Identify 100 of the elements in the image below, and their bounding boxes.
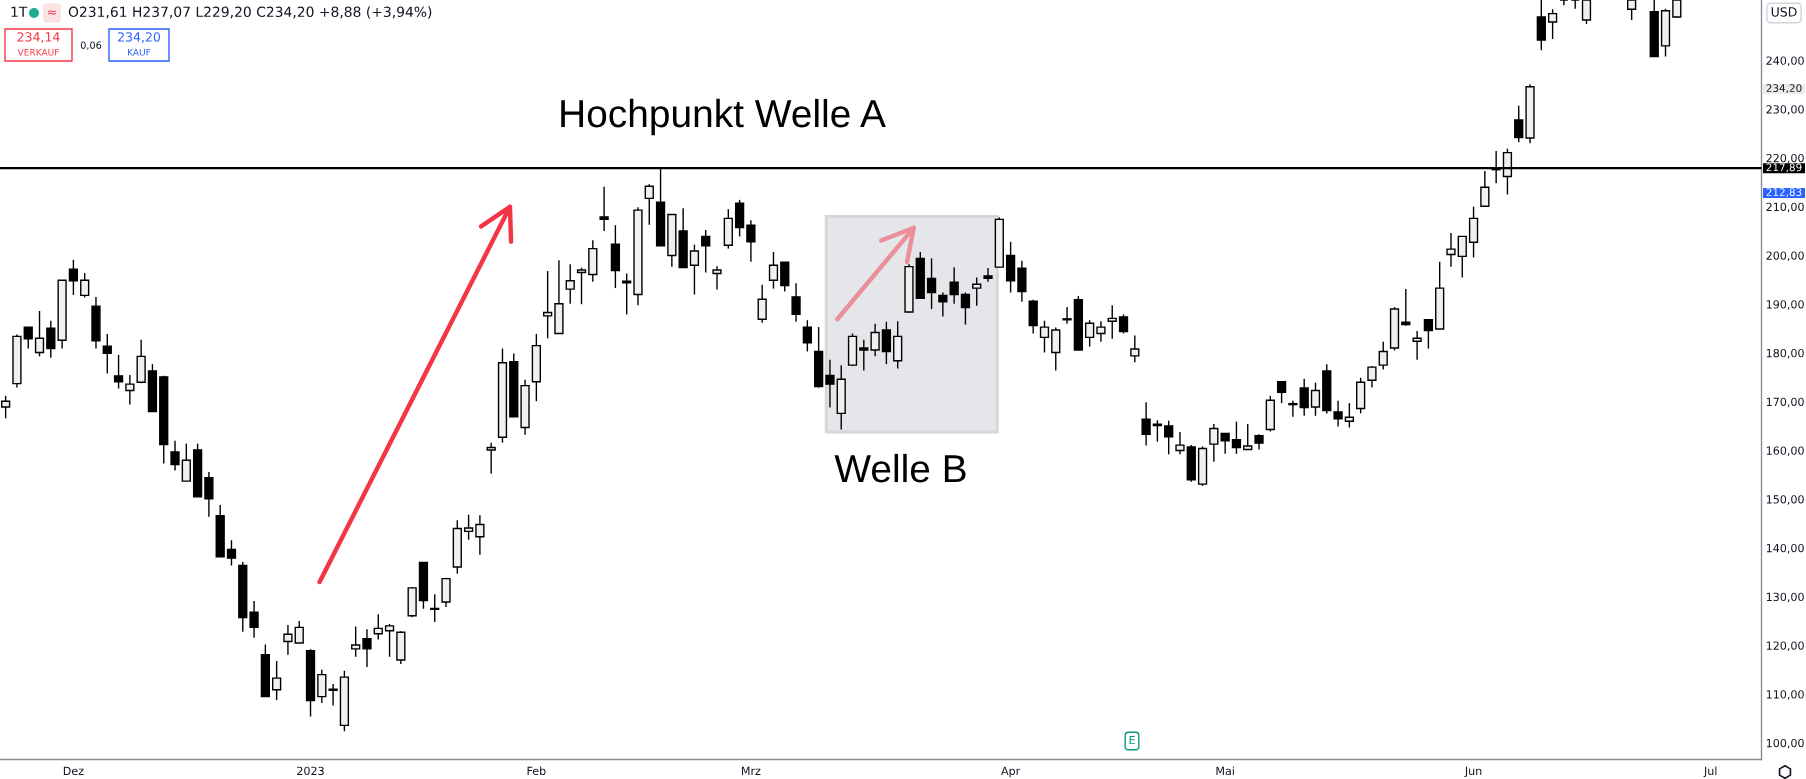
- candlestick: [441, 576, 451, 608]
- candlestick: [1536, 0, 1546, 51]
- candlestick: [226, 539, 237, 567]
- candlestick: [768, 251, 779, 290]
- candlestick: [938, 291, 948, 318]
- y-tick-label: 160,00: [1766, 446, 1804, 456]
- candlestick: [1310, 381, 1321, 417]
- candlestick: [113, 354, 124, 390]
- candlestick: [1423, 318, 1434, 350]
- candlestick: [362, 628, 372, 668]
- y-tick-label: 110,00: [1766, 690, 1804, 700]
- candlestick: [859, 339, 869, 372]
- x-tick-label: Mrz: [741, 766, 761, 775]
- text: USD: [1771, 7, 1797, 17]
- candlestick: [757, 283, 767, 324]
- x-tick-label: Feb: [527, 766, 546, 776]
- x-tick-label: 2023: [297, 766, 324, 776]
- x-tick-label: Apr: [1001, 766, 1021, 778]
- y-tick-label: 100,00: [1766, 738, 1804, 749]
- candlestick: [317, 669, 327, 704]
- y-tick-label: 180,00: [1766, 348, 1804, 359]
- candlestick: [1231, 420, 1242, 455]
- y-tick-label: 120,00: [1766, 641, 1804, 651]
- candlestick: [1175, 431, 1185, 456]
- candlestick: [712, 265, 722, 291]
- candlestick: [1288, 400, 1298, 418]
- candlestick: [701, 229, 711, 274]
- y-tick-label: 210,00: [1766, 202, 1804, 213]
- annotation: 234,20: [118, 32, 161, 43]
- y-tick-label: 190,00: [1766, 300, 1804, 310]
- candlestick: [802, 319, 813, 353]
- candlestick: [384, 623, 395, 658]
- candlestick: [1333, 400, 1343, 428]
- annotation: E: [1129, 735, 1135, 745]
- candlestick: [960, 291, 971, 326]
- candlestick: [125, 374, 135, 406]
- y-tick-label: 150,00: [1766, 495, 1804, 505]
- candlestick: [34, 310, 45, 358]
- annotation: O231,61 H237,07 L229,20 C234,20 +8,88 (+3,94%): [68, 6, 432, 19]
- candlestick: [23, 326, 33, 350]
- candlestick: [791, 282, 801, 323]
- candlestick: [430, 593, 440, 623]
- candlestick: [1164, 420, 1174, 456]
- candlestick: [780, 261, 790, 293]
- candlestick: [204, 471, 214, 518]
- candlestick: [294, 620, 304, 644]
- x-tick-label: Mai: [1216, 766, 1234, 776]
- candlestick: [1367, 365, 1377, 389]
- ref-line-label: 217,89: [1766, 163, 1802, 173]
- candlestick: [80, 272, 90, 299]
- x-tick-label: Jul: [1703, 766, 1717, 778]
- annotation: Hochpunkt Welle A: [561, 98, 886, 136]
- candlestick: [68, 259, 79, 296]
- candlestick: [328, 683, 338, 707]
- candlestick: [351, 625, 361, 658]
- candlestick: [1468, 205, 1479, 259]
- candlestick: [1626, 0, 1637, 21]
- candlestick: [576, 266, 587, 305]
- candlestick: [1130, 334, 1140, 363]
- candlestick: [1051, 326, 1061, 372]
- y-tick-label: 220,00: [1766, 153, 1804, 164]
- candlestick: [1446, 232, 1456, 268]
- candlestick: [599, 186, 609, 232]
- annotation: 1T: [11, 6, 28, 17]
- candlestick: [949, 266, 959, 305]
- candlestick: [565, 263, 575, 305]
- candlestick: [1243, 423, 1253, 451]
- candlestick: [1412, 330, 1422, 361]
- x-tick-label: Dez: [63, 766, 84, 776]
- candlestick: [249, 600, 259, 639]
- candlestick: [1141, 401, 1151, 447]
- y-tick-label: 170,00: [1766, 397, 1804, 408]
- candlestick: [181, 442, 191, 482]
- candlestick: [1039, 320, 1050, 354]
- candlestick: [825, 359, 835, 409]
- candlestick: [983, 267, 993, 283]
- candlestick: [1107, 304, 1117, 340]
- candlestick: [463, 514, 474, 541]
- annotation: ≈: [48, 10, 56, 15]
- annotation: Welle B: [834, 453, 966, 483]
- candlestick: [283, 624, 293, 656]
- candlestick: [870, 322, 880, 358]
- y-tick-label: 240,00: [1766, 56, 1804, 66]
- candlestick: [1062, 306, 1072, 325]
- candlestick: [644, 183, 654, 226]
- candlestick: [475, 514, 485, 556]
- candlestick: [689, 244, 700, 296]
- candlestick: [972, 276, 982, 307]
- y-tick-label: 200,00: [1766, 251, 1804, 261]
- candlestick: [0, 395, 11, 419]
- candlestick: [881, 321, 892, 365]
- candlestick: [542, 270, 553, 340]
- text: 212,83: [1766, 188, 1802, 198]
- annotation: KAUF: [128, 48, 151, 56]
- y-tick-label: 140,00: [1766, 543, 1804, 554]
- annotation: 0,06: [80, 41, 102, 50]
- text: 234,20: [1766, 84, 1802, 94]
- candlestick: [46, 320, 56, 359]
- candlestick: [1017, 260, 1027, 303]
- candlestick: [1514, 105, 1524, 144]
